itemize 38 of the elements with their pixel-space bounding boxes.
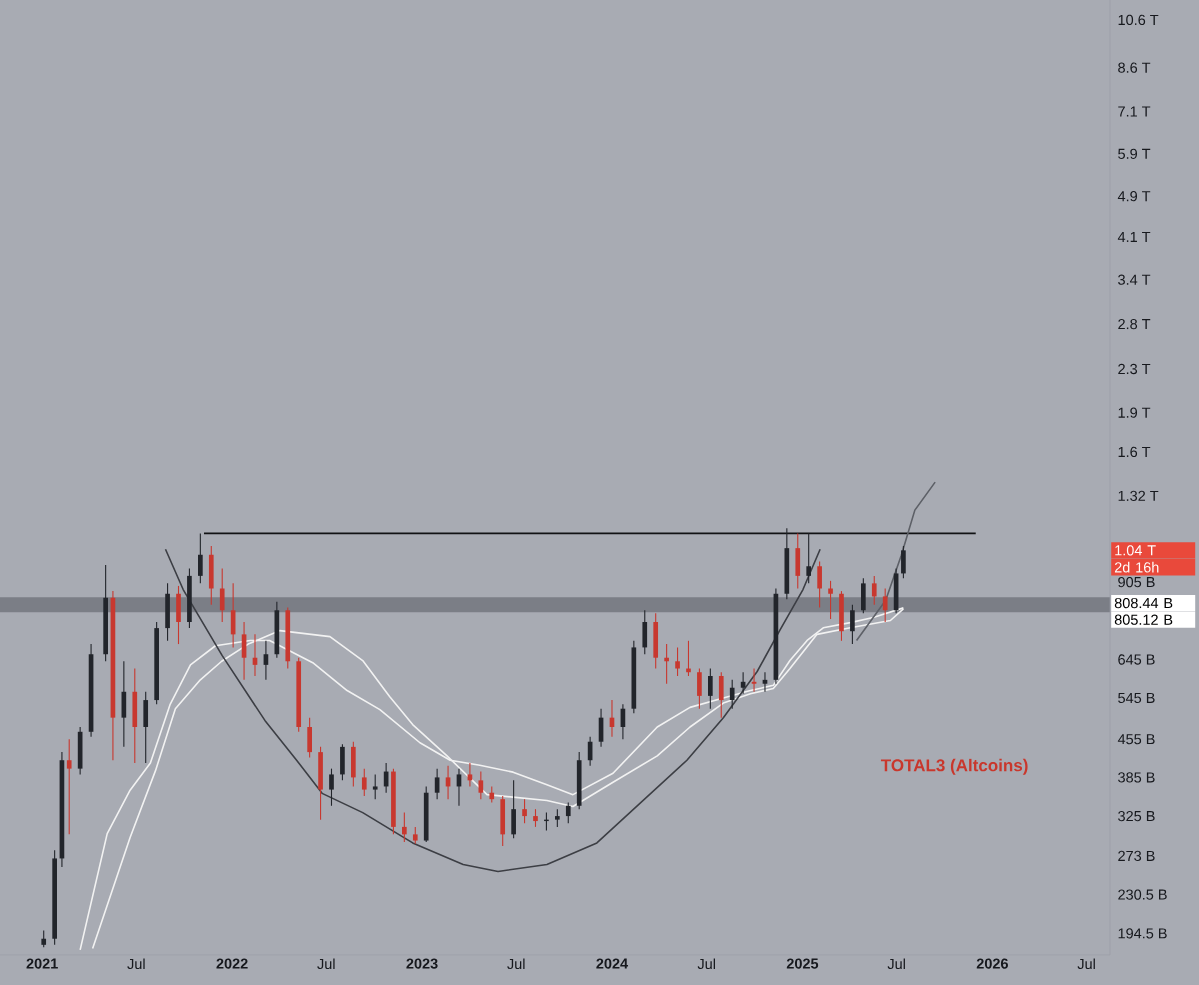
y-tick-label: 230.5 B [1118,889,1167,900]
y-tick-label: 2.8 T [1118,318,1151,330]
x-tick-label: 2026 [976,958,1008,969]
y-tick-label: 3.4 T [1118,274,1151,285]
y-tick-label: 10.6 T [1118,14,1159,26]
x-tick-label: 2023 [406,958,438,969]
y-tick-label: 7.1 T [1118,106,1151,117]
y-tick-label: 905 B [1118,576,1155,588]
x-tick-label: Jul [317,958,335,970]
y-tick-label: 8.6 T [1118,62,1151,73]
x-tick-label: Jul [127,958,145,970]
y-tick-label: 325 B [1118,810,1155,822]
y-tick-label: 4.1 T [1117,231,1151,242]
y-tick-label: 455 B [1117,734,1155,745]
x-tick-label: 2024 [596,958,629,969]
x-tick-label: 2022 [216,958,248,969]
y-tick-label: 385 B [1118,772,1155,783]
y-tick-label: 5.9 T [1118,148,1151,159]
text: 808.44 B [1114,597,1173,609]
y-tick-label: 1.6 T [1118,446,1151,458]
y-tick-label: 1.9 T [1118,407,1151,418]
y-tick-label: 2.3 T [1118,363,1151,375]
y-tick-label: 545 B [1118,692,1155,704]
x-tick-label: 2021 [26,958,58,969]
annotation: TOTAL3 (Altcoins) [880,758,1028,775]
y-tick-label: 194.5 B [1118,928,1167,939]
y-tick-label: 273 B [1118,850,1155,862]
text: 1.04 T [1115,545,1156,556]
text: 2d 16h [1114,561,1159,573]
y-tick-label: 645 B [1118,654,1155,665]
y-tick-label: 4.9 T [1117,191,1151,202]
x-tick-label: 2025 [786,958,819,969]
x-tick-label: Jul [697,958,715,970]
x-tick-label: Jul [887,958,905,970]
text: 805.12 B [1114,614,1173,625]
x-tick-label: Jul [507,958,525,970]
x-tick-label: Jul [1077,958,1095,970]
y-tick-label: 1.32 T [1118,490,1159,501]
